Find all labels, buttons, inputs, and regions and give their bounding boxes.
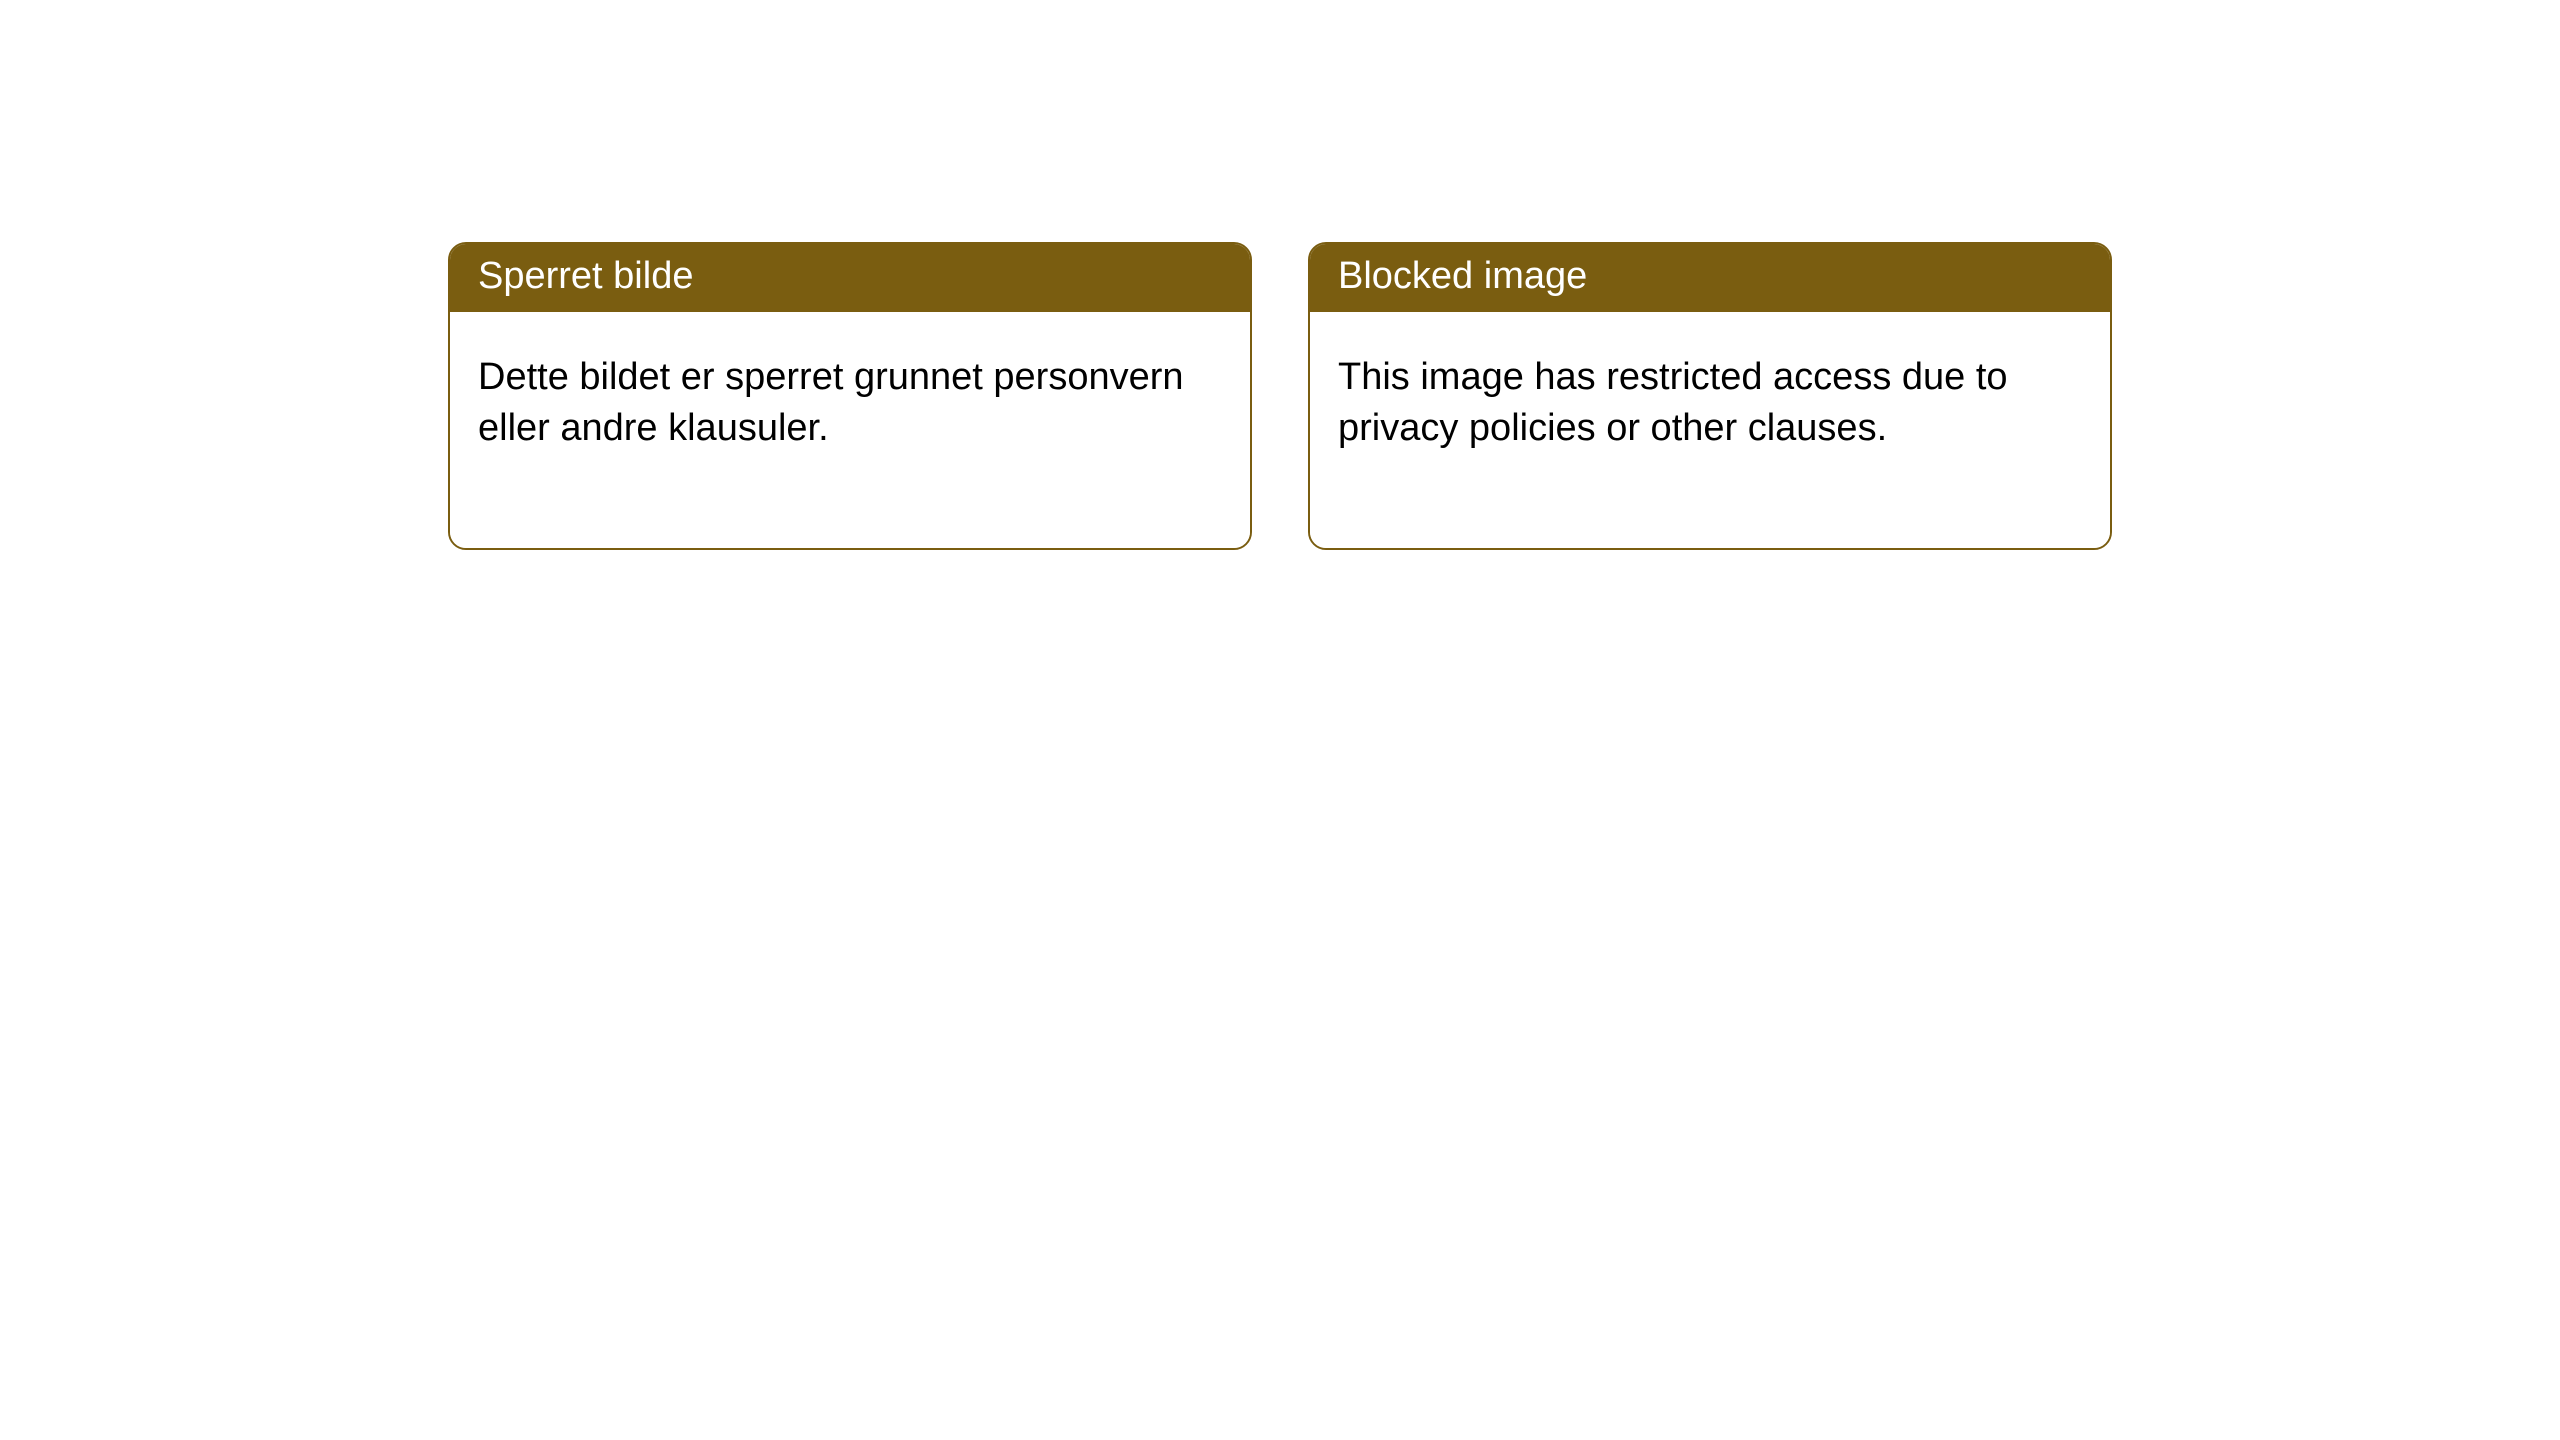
card-title: Blocked image [1338,255,1587,297]
card-header: Sperret bilde [450,244,1250,312]
card-body-text: This image has restricted access due to … [1338,352,2082,455]
card-body: Dette bildet er sperret grunnet personve… [450,312,1250,548]
blocked-image-card-en: Blocked image This image has restricted … [1308,242,2112,550]
card-header: Blocked image [1310,244,2110,312]
card-body-text: Dette bildet er sperret grunnet personve… [478,352,1222,455]
card-title: Sperret bilde [478,255,693,297]
card-body: This image has restricted access due to … [1310,312,2110,548]
blocked-image-card-no: Sperret bilde Dette bildet er sperret gr… [448,242,1252,550]
card-row: Sperret bilde Dette bildet er sperret gr… [0,0,2560,550]
